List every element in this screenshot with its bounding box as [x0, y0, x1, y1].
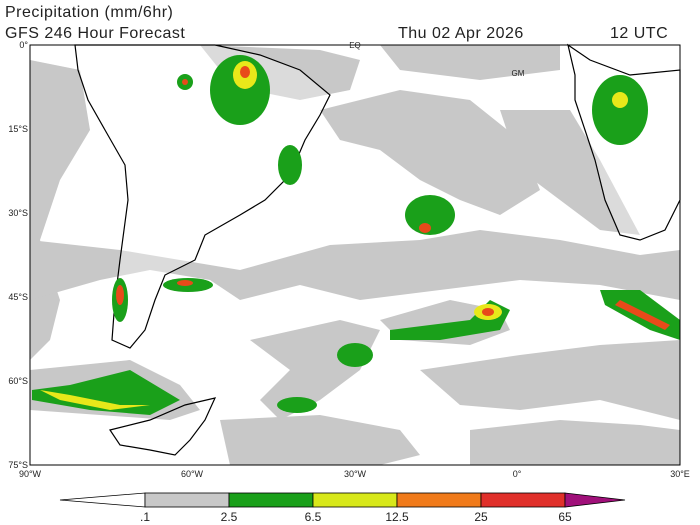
longitude-label: 0° [513, 469, 522, 479]
colorbar-label: 65 [558, 510, 572, 524]
colorbar-label: 6.5 [305, 510, 322, 524]
latitude-label: 30°S [8, 208, 28, 218]
latitude-label: 45°S [8, 292, 28, 302]
map: EQ GM [29, 41, 681, 466]
colorbar-label: 25 [474, 510, 488, 524]
south-america-coast [74, 44, 331, 349]
equator-label: EQ [349, 41, 361, 50]
forecast-time: 12 UTC [610, 25, 668, 42]
latitude-label: 75°S [8, 460, 28, 470]
forecast-date: Thu 02 Apr 2026 [398, 25, 524, 42]
map-frame [29, 44, 681, 466]
moderate-precip [32, 55, 680, 415]
longitude-label: 60°W [181, 469, 204, 479]
longitude-label: 30°W [344, 469, 367, 479]
colorbar [59, 492, 626, 508]
longitude-label: 30°E [670, 469, 690, 479]
meridian-label: GM [512, 69, 525, 78]
title: Precipitation (mm/6hr) [5, 4, 173, 21]
colorbar-label: 12.5 [385, 510, 409, 524]
longitude-label: 90°W [19, 469, 42, 479]
latitude-label: 15°S [8, 124, 28, 134]
subtitle: GFS 246 Hour Forecast [5, 25, 185, 42]
antarctica-coast [109, 397, 217, 456]
colorbar-label: .1 [140, 510, 150, 524]
colorbar-label: 2.5 [221, 510, 238, 524]
latitude-label: 0° [19, 40, 28, 50]
latitude-label: 60°S [8, 376, 28, 386]
